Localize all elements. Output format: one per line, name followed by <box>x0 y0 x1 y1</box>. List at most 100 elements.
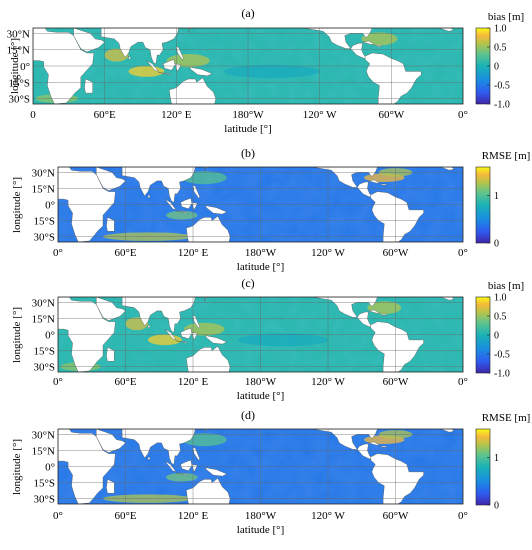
colorbar-tick-label: -0.5 <box>494 350 510 361</box>
land-mass <box>96 297 126 321</box>
colorbar: RMSE [m] 1 0 <box>475 412 531 512</box>
land-mass <box>370 321 424 372</box>
land-mass <box>375 45 382 47</box>
map-frame <box>57 428 464 505</box>
land-mass <box>439 28 454 32</box>
x-axis-label: latitude [°] <box>237 524 284 536</box>
land-mass <box>158 72 172 76</box>
panel-b: (b) 0° 60°E 120° E 180°W 120° W 60°W 0° 30°N 15°N… <box>11 146 530 273</box>
lat-tick-label: 30°S <box>33 494 55 506</box>
lon-tick-label: 60°W <box>383 247 409 259</box>
colorbar-tick-label: -1.0 <box>494 369 510 380</box>
lon-tick-label: 60°W <box>383 376 409 388</box>
land-mass <box>368 179 381 184</box>
lat-tick-label: 30°S <box>8 94 30 106</box>
panel-c: (c) 0° 60°E 120° E 180°W 120° W 60°W 0° 30°N 15°N… <box>11 276 524 402</box>
panel-title: (c) <box>241 276 254 290</box>
lat-tick-label: 15°N <box>32 183 55 195</box>
land-mass <box>380 183 387 186</box>
lon-tick-label: 60°W <box>383 510 409 522</box>
land-mass <box>440 429 455 433</box>
y-axis-label: longitude [°] <box>9 38 21 94</box>
ocean-field <box>58 429 463 504</box>
x-axis-label: latitude [°] <box>224 123 271 135</box>
lon-tick-label: 120° E <box>161 109 192 121</box>
lon-tick-label: 180°W <box>245 247 277 259</box>
colorbar-title: bias [m] <box>488 11 524 23</box>
lon-tick-label: 180°W <box>245 510 277 522</box>
colorbar-ramp <box>475 166 491 244</box>
land-mass <box>121 297 196 333</box>
land-mass <box>204 429 210 434</box>
lon-tick-label: 60°E <box>114 247 136 259</box>
lat-tick-label: 15°N <box>32 445 55 457</box>
y-axis-label: longitude [°] <box>11 307 23 363</box>
colorbar: RMSE [m] 1 0 <box>475 150 530 250</box>
map-frame <box>57 296 464 373</box>
lat-tick-label: 0° <box>45 462 55 474</box>
land-mass <box>106 479 115 494</box>
land-mass <box>106 217 115 232</box>
colorbar-tick-label: -0.5 <box>494 81 510 92</box>
lat-tick-label: 15°S <box>8 77 30 89</box>
colorbar-tick-label: 0 <box>494 501 499 512</box>
land-mass <box>188 28 195 33</box>
colorbar: bias [m]1.0 0.5 0 -0.5 -1.0 <box>475 280 524 380</box>
lat-tick-label: 15°N <box>7 45 30 57</box>
land-mass <box>147 194 151 199</box>
land-mass <box>380 313 387 316</box>
lon-tick-label: 0° <box>458 376 468 388</box>
lon-tick-label: 180°W <box>232 109 264 121</box>
colorbar-tick-label: 0.5 <box>494 43 507 54</box>
lat-tick-label: 15°S <box>33 216 55 228</box>
land-mass <box>176 210 189 214</box>
land-mass <box>204 167 210 172</box>
lon-tick-label: 60°W <box>378 109 404 121</box>
land-mass <box>106 347 115 362</box>
lat-tick-label: 15°N <box>32 313 55 325</box>
land-mass <box>368 309 381 314</box>
colorbar-tick-label: 0 <box>494 331 499 342</box>
land-mass <box>204 297 210 302</box>
colorbar-tick-label: -1.0 <box>494 100 510 111</box>
colorbar-title: bias [m] <box>488 280 524 292</box>
colorbar-title: RMSE [m] <box>482 412 531 424</box>
land-mass <box>147 324 151 329</box>
land-mass <box>205 335 228 345</box>
ocean-field <box>58 167 463 242</box>
panel-a: (a) 0 60°E 120° E 180°W 120° W 60°W 0° 30°N 15°N 0… <box>7 6 525 135</box>
land-mass <box>128 55 132 60</box>
colorbar-tick-label: 0.5 <box>494 312 507 323</box>
lon-tick-label: 60°E <box>114 376 136 388</box>
colorbar-tick-label: 0 <box>494 62 499 73</box>
lat-tick-label: 30°N <box>7 28 30 40</box>
x-axis-label: latitude [°] <box>237 261 284 273</box>
land-mass <box>368 441 381 446</box>
land-mass <box>380 445 387 448</box>
land-mass <box>440 167 455 171</box>
lon-tick-label: 120° E <box>178 510 209 522</box>
land-mass <box>147 456 151 461</box>
panels-root: (a) 0 60°E 120° E 180°W 120° W 60°W 0° 30°N 15°N 0… <box>7 6 531 536</box>
lon-tick-label: 0° <box>458 510 468 522</box>
panel-title: (b) <box>241 146 255 160</box>
land-mass <box>180 459 193 472</box>
land-mass <box>96 429 126 453</box>
land-mass <box>191 332 198 341</box>
land-mass <box>73 28 106 53</box>
land-mass <box>362 40 375 45</box>
lon-tick-label: 0° <box>53 376 63 388</box>
colorbar-tick-label: 1 <box>494 453 499 464</box>
colorbar-tick-label: 1.0 <box>494 24 507 35</box>
colorbar-tick-label: 1.0 <box>494 293 507 304</box>
lat-tick-label: 0° <box>20 61 30 73</box>
land-mass <box>176 340 189 344</box>
lon-tick-label: 0° <box>458 109 468 121</box>
lon-tick-label: 120° E <box>178 247 209 259</box>
land-mass <box>370 191 424 242</box>
land-mass <box>84 78 93 94</box>
land-mass <box>180 327 193 340</box>
panel-title: (a) <box>241 6 254 20</box>
lat-tick-label: 30°S <box>33 232 55 244</box>
lat-tick-label: 0° <box>45 200 55 212</box>
